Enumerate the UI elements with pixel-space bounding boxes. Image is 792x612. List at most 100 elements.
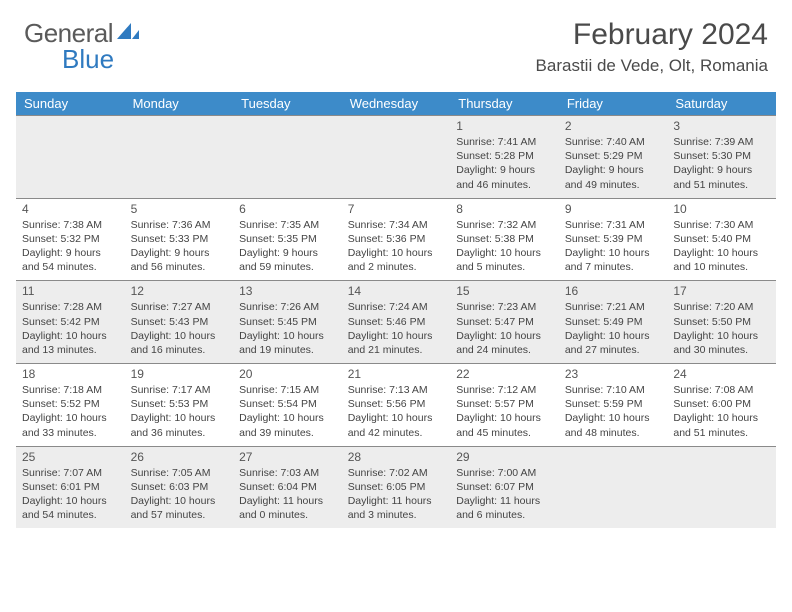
day-number: 21: [348, 367, 445, 381]
sunrise-text: Sunrise: 7:26 AM: [239, 300, 336, 314]
sunset-text: Sunset: 5:46 PM: [348, 315, 445, 329]
day-number: 10: [673, 202, 770, 216]
sunrise-text: Sunrise: 7:07 AM: [22, 466, 119, 480]
daylight-text-2: and 21 minutes.: [348, 343, 445, 357]
sunrise-text: Sunrise: 7:40 AM: [565, 135, 662, 149]
daylight-text-2: and 46 minutes.: [456, 178, 553, 192]
day-info: Sunrise: 7:10 AMSunset: 5:59 PMDaylight:…: [565, 383, 662, 440]
daylight-text-2: and 49 minutes.: [565, 178, 662, 192]
sunrise-text: Sunrise: 7:28 AM: [22, 300, 119, 314]
daylight-text: Daylight: 9 hours: [673, 163, 770, 177]
daylight-text-2: and 57 minutes.: [131, 508, 228, 522]
day-cell: 3Sunrise: 7:39 AMSunset: 5:30 PMDaylight…: [667, 116, 776, 199]
daylight-text: Daylight: 11 hours: [456, 494, 553, 508]
daylight-text: Daylight: 10 hours: [456, 411, 553, 425]
day-cell: 24Sunrise: 7:08 AMSunset: 6:00 PMDayligh…: [667, 364, 776, 447]
day-info: Sunrise: 7:20 AMSunset: 5:50 PMDaylight:…: [673, 300, 770, 357]
day-cell: 13Sunrise: 7:26 AMSunset: 5:45 PMDayligh…: [233, 281, 342, 364]
week-row: 18Sunrise: 7:18 AMSunset: 5:52 PMDayligh…: [16, 364, 776, 447]
day-cell: [559, 446, 668, 528]
day-info: Sunrise: 7:12 AMSunset: 5:57 PMDaylight:…: [456, 383, 553, 440]
daylight-text-2: and 39 minutes.: [239, 426, 336, 440]
daylight-text: Daylight: 10 hours: [673, 246, 770, 260]
daylight-text: Daylight: 10 hours: [22, 411, 119, 425]
day-cell: 12Sunrise: 7:27 AMSunset: 5:43 PMDayligh…: [125, 281, 234, 364]
sunset-text: Sunset: 5:38 PM: [456, 232, 553, 246]
sunrise-text: Sunrise: 7:27 AM: [131, 300, 228, 314]
day-info: Sunrise: 7:24 AMSunset: 5:46 PMDaylight:…: [348, 300, 445, 357]
week-row: 1Sunrise: 7:41 AMSunset: 5:28 PMDaylight…: [16, 116, 776, 199]
day-info: Sunrise: 7:28 AMSunset: 5:42 PMDaylight:…: [22, 300, 119, 357]
sunrise-text: Sunrise: 7:15 AM: [239, 383, 336, 397]
day-info: Sunrise: 7:15 AMSunset: 5:54 PMDaylight:…: [239, 383, 336, 440]
day-cell: 5Sunrise: 7:36 AMSunset: 5:33 PMDaylight…: [125, 198, 234, 281]
day-number: 14: [348, 284, 445, 298]
day-number: 18: [22, 367, 119, 381]
day-number: 24: [673, 367, 770, 381]
daylight-text: Daylight: 10 hours: [131, 411, 228, 425]
day-header-tue: Tuesday: [233, 92, 342, 116]
daylight-text-2: and 24 minutes.: [456, 343, 553, 357]
day-header-fri: Friday: [559, 92, 668, 116]
daylight-text: Daylight: 9 hours: [456, 163, 553, 177]
day-info: Sunrise: 7:03 AMSunset: 6:04 PMDaylight:…: [239, 466, 336, 523]
sunrise-text: Sunrise: 7:35 AM: [239, 218, 336, 232]
daylight-text-2: and 6 minutes.: [456, 508, 553, 522]
day-cell: [667, 446, 776, 528]
day-info: Sunrise: 7:07 AMSunset: 6:01 PMDaylight:…: [22, 466, 119, 523]
daylight-text: Daylight: 11 hours: [239, 494, 336, 508]
day-header-wed: Wednesday: [342, 92, 451, 116]
sunrise-text: Sunrise: 7:32 AM: [456, 218, 553, 232]
daylight-text-2: and 13 minutes.: [22, 343, 119, 357]
daylight-text: Daylight: 10 hours: [348, 329, 445, 343]
daylight-text: Daylight: 9 hours: [239, 246, 336, 260]
day-info: Sunrise: 7:26 AMSunset: 5:45 PMDaylight:…: [239, 300, 336, 357]
daylight-text-2: and 33 minutes.: [22, 426, 119, 440]
daylight-text-2: and 16 minutes.: [131, 343, 228, 357]
title-area: February 2024 Barastii de Vede, Olt, Rom…: [536, 18, 768, 76]
day-cell: 18Sunrise: 7:18 AMSunset: 5:52 PMDayligh…: [16, 364, 125, 447]
sunrise-text: Sunrise: 7:20 AM: [673, 300, 770, 314]
sunrise-text: Sunrise: 7:17 AM: [131, 383, 228, 397]
sunset-text: Sunset: 6:03 PM: [131, 480, 228, 494]
daylight-text: Daylight: 9 hours: [131, 246, 228, 260]
daylight-text: Daylight: 10 hours: [22, 494, 119, 508]
sunset-text: Sunset: 5:57 PM: [456, 397, 553, 411]
day-cell: [125, 116, 234, 199]
day-number: 26: [131, 450, 228, 464]
day-cell: 1Sunrise: 7:41 AMSunset: 5:28 PMDaylight…: [450, 116, 559, 199]
sunset-text: Sunset: 6:04 PM: [239, 480, 336, 494]
day-info: Sunrise: 7:23 AMSunset: 5:47 PMDaylight:…: [456, 300, 553, 357]
day-info: Sunrise: 7:34 AMSunset: 5:36 PMDaylight:…: [348, 218, 445, 275]
day-number: 2: [565, 119, 662, 133]
sunset-text: Sunset: 5:42 PM: [22, 315, 119, 329]
sunrise-text: Sunrise: 7:02 AM: [348, 466, 445, 480]
day-cell: [16, 116, 125, 199]
sunrise-text: Sunrise: 7:30 AM: [673, 218, 770, 232]
day-info: Sunrise: 7:31 AMSunset: 5:39 PMDaylight:…: [565, 218, 662, 275]
day-cell: 9Sunrise: 7:31 AMSunset: 5:39 PMDaylight…: [559, 198, 668, 281]
location-text: Barastii de Vede, Olt, Romania: [536, 56, 768, 76]
day-cell: 19Sunrise: 7:17 AMSunset: 5:53 PMDayligh…: [125, 364, 234, 447]
daylight-text: Daylight: 10 hours: [456, 329, 553, 343]
day-number: 27: [239, 450, 336, 464]
calendar-table: Sunday Monday Tuesday Wednesday Thursday…: [16, 92, 776, 528]
daylight-text-2: and 0 minutes.: [239, 508, 336, 522]
day-info: Sunrise: 7:13 AMSunset: 5:56 PMDaylight:…: [348, 383, 445, 440]
sunrise-text: Sunrise: 7:05 AM: [131, 466, 228, 480]
day-info: Sunrise: 7:02 AMSunset: 6:05 PMDaylight:…: [348, 466, 445, 523]
day-cell: 20Sunrise: 7:15 AMSunset: 5:54 PMDayligh…: [233, 364, 342, 447]
day-cell: [342, 116, 451, 199]
day-cell: 29Sunrise: 7:00 AMSunset: 6:07 PMDayligh…: [450, 446, 559, 528]
sunrise-text: Sunrise: 7:18 AM: [22, 383, 119, 397]
daylight-text: Daylight: 9 hours: [22, 246, 119, 260]
day-cell: 28Sunrise: 7:02 AMSunset: 6:05 PMDayligh…: [342, 446, 451, 528]
week-row: 11Sunrise: 7:28 AMSunset: 5:42 PMDayligh…: [16, 281, 776, 364]
sunset-text: Sunset: 6:05 PM: [348, 480, 445, 494]
daylight-text: Daylight: 10 hours: [22, 329, 119, 343]
day-info: Sunrise: 7:32 AMSunset: 5:38 PMDaylight:…: [456, 218, 553, 275]
day-info: Sunrise: 7:17 AMSunset: 5:53 PMDaylight:…: [131, 383, 228, 440]
daylight-text-2: and 56 minutes.: [131, 260, 228, 274]
sunset-text: Sunset: 6:01 PM: [22, 480, 119, 494]
daylight-text-2: and 45 minutes.: [456, 426, 553, 440]
